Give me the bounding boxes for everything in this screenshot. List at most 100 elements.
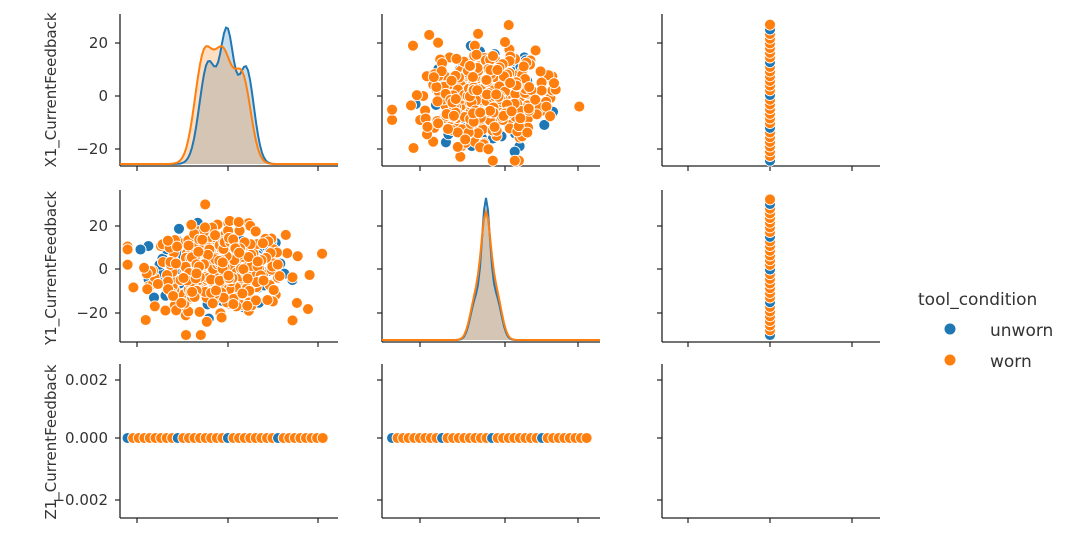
scatter-point [190,267,203,280]
scatter-point [529,93,542,106]
scatter-point [505,105,518,118]
scatter-point [421,120,434,133]
scatter-point [502,19,515,32]
ytick-label: 0.002 [65,371,108,389]
scatter-point [134,243,147,256]
scatter-point [488,121,501,133]
scatter-point [534,65,547,78]
scatter-point [427,71,440,84]
scatter-point [499,36,511,49]
scatter-point [209,229,222,242]
scatter-point [504,76,517,89]
scatter-point [159,304,172,317]
scatter-point [199,221,211,234]
scatter-point [423,28,436,41]
scatter-point [286,271,299,284]
scatter-point [486,154,499,167]
scatter-point [523,81,536,94]
scatter-point [449,93,462,106]
scatter-point [192,245,205,258]
scatter-point [432,36,445,49]
ylabel-row0: X1_CurrentFeedback [42,12,61,167]
scatter-point [430,81,443,93]
scatter-point [405,99,417,112]
scatter-point [508,154,521,167]
scatter-point [487,50,499,62]
scatter-point [182,239,195,252]
scatter-point [161,234,174,247]
scatter-point [210,284,222,297]
scatter-point [139,314,152,326]
scatter-point [185,218,198,231]
scatter-point [471,84,484,97]
scatter-point [470,48,483,61]
scatter-point [517,60,530,73]
scatter-point [316,432,329,444]
legend-label-unworn: unworn [990,321,1053,341]
ytick-label: −0.002 [52,491,108,509]
scatter-point [271,258,284,271]
scatter-point [177,272,190,284]
ytick-label: 0 [98,87,108,105]
ytick-label: 20 [89,217,108,235]
scatter-point [764,18,776,31]
scatter-point [200,315,213,328]
scatter-point [170,257,182,270]
scatter-point [522,102,535,115]
scatter-point [227,298,240,311]
scatter-point [580,432,593,444]
scatter-point [464,59,476,72]
scatter-point [286,314,299,327]
legend-marker-worn [943,353,957,367]
scatter-point [138,261,151,274]
scatter-point [175,296,188,309]
scatter-point [249,294,262,307]
kde-area-unworn [382,197,600,340]
scatter-point [303,269,316,281]
ytick-label: 0.000 [65,429,108,447]
scatter-point [474,106,487,119]
scatter-point [291,250,304,263]
scatter-point [316,247,329,260]
scatter-point [251,255,264,268]
scatter-point [186,285,199,298]
scatter-point [573,100,586,113]
scatter-point [491,63,504,76]
scatter-point [538,118,551,131]
scatter-point [267,284,280,296]
scatter-point [548,77,560,90]
scatter-point [445,74,458,87]
kde-line-worn [382,207,600,341]
scatter-point [302,303,314,316]
scatter-point [222,269,235,282]
scatter-point [151,278,164,290]
kde-line-worn [120,45,338,165]
scatter-point [180,329,192,341]
scatter-point [490,88,503,101]
legend-label-worn: worn [990,352,1032,372]
scatter-point [386,103,399,116]
scatter-point [432,117,445,130]
scatter-point [459,133,472,146]
scatter-point [281,247,294,260]
scatter-point [196,233,209,246]
ytick-label: −20 [76,304,108,322]
scatter-point [484,104,497,117]
scatter-point [241,272,254,285]
scatter-point [435,65,448,78]
ytick-label: −20 [76,140,108,158]
ytick-label: 0 [98,260,108,278]
scatter-point [199,198,212,211]
scatter-point [472,27,485,40]
scatter-point [451,140,464,153]
kde-area-unworn [120,27,338,164]
scatter-point [171,240,184,253]
scatter-point [386,114,399,126]
scatter-point [407,39,419,52]
scatter-point [215,311,228,324]
scatter-point [447,109,460,122]
scatter-point [279,228,292,241]
scatter-point [141,283,154,296]
scatter-point [521,126,534,139]
